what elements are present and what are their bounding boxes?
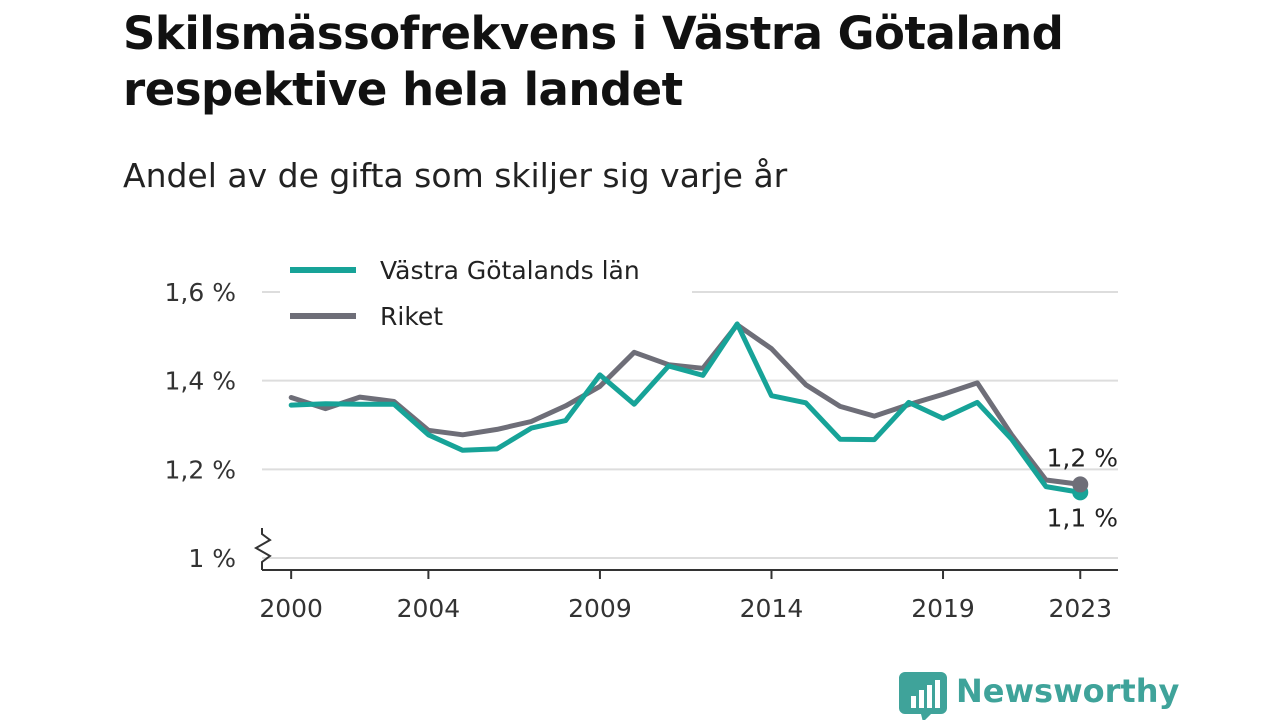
x-tick-label: 2019 [911,594,975,623]
x-tick-label: 2023 [1048,594,1112,623]
y-tick-label: 1,6 % [165,278,236,307]
chart-title: Skilsmässofrekvens i Västra Götaland res… [123,7,1064,116]
axes: 1 % 1,2 % 1,4 % 1,6 % 2000 2004 2009 2014 2019 20… [165,278,1118,623]
newsworthy-chart-icon [899,672,947,720]
series-end-point [1072,476,1089,493]
series-line-vastra-gotaland [288,321,1083,495]
x-tick-label: 2004 [397,594,461,623]
y-tick-label: 1,2 % [165,455,236,484]
series-end-label: 1,1 % [1047,503,1118,532]
newsworthy-brand-name: Newsworthy [956,672,1180,710]
series-lines: 1,1 % 1,2 % [288,321,1118,532]
x-tick-label: 2014 [740,594,804,623]
newsworthy-logo: Newsworthy [899,672,1180,720]
y-tick-label: 1 % [188,544,236,573]
y-tick-label: 1,4 % [165,367,236,396]
chart-subtitle: Andel av de gifta som skiljer sig varje … [123,156,788,195]
legend: Västra Götalands län Riket [280,248,692,344]
series-line-riket [288,322,1083,487]
x-tick-label: 2009 [568,594,632,623]
legend-background [280,248,692,344]
x-tick-label: 2000 [259,594,323,623]
y-axis-break [253,528,272,570]
legend-label: Västra Götalands län [380,256,640,285]
series-end-label: 1,2 % [1047,443,1118,472]
legend-label: Riket [380,302,443,331]
